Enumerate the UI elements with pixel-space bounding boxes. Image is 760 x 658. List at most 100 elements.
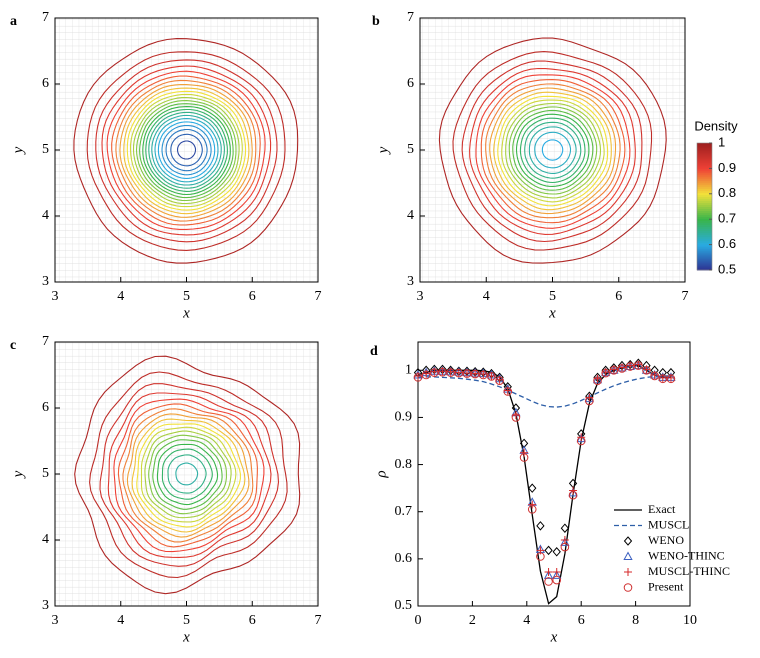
contour-line <box>74 355 301 595</box>
marker <box>511 413 521 422</box>
y-tick-label: 3 <box>407 274 414 289</box>
colorbar-cell <box>697 228 712 231</box>
contour-line <box>148 111 225 189</box>
colorbar-cell <box>697 254 712 257</box>
x-tick-label: 5 <box>183 289 190 304</box>
y-tick-label: 0.7 <box>395 504 413 519</box>
colorbar-cell <box>697 174 712 178</box>
marker <box>527 505 537 514</box>
contour-line <box>161 448 213 500</box>
contour-line <box>152 439 223 510</box>
y-tick-label: 7 <box>407 10 414 25</box>
colorbar-cell <box>697 158 712 162</box>
marker <box>658 374 668 384</box>
colorbar-cell <box>697 172 712 176</box>
x-tick-label: 5 <box>183 613 190 628</box>
marker <box>544 577 553 586</box>
marker <box>454 368 463 377</box>
colorbar-cell <box>697 176 712 180</box>
contour-line <box>489 87 617 215</box>
x-tick-label: 4 <box>117 289 124 304</box>
marker <box>642 365 651 375</box>
contour-line <box>113 398 265 553</box>
marker <box>552 568 561 577</box>
contour-line <box>485 83 621 219</box>
contour-line <box>519 117 586 184</box>
contour-line <box>524 121 582 179</box>
colorbar-cell <box>697 260 712 263</box>
x-tick-label: 6 <box>249 289 256 304</box>
y-tick-label: 7 <box>42 334 49 349</box>
marker <box>503 387 513 396</box>
marker <box>552 575 562 585</box>
colorbar-cell <box>697 190 712 194</box>
x-tick-label: 4 <box>523 613 530 628</box>
colorbar-cell <box>697 178 712 182</box>
contour-line <box>175 462 199 486</box>
contour-line <box>136 423 241 528</box>
colorbar-cell <box>697 234 712 237</box>
legend-swatch <box>623 551 633 560</box>
y-axis-label: y <box>10 146 26 155</box>
x-tick-label: 6 <box>615 289 622 304</box>
panel-label: c <box>10 338 16 353</box>
contour-line <box>145 108 228 192</box>
colorbar-cell <box>697 160 712 164</box>
marker <box>552 570 562 579</box>
y-tick-label: 6 <box>42 76 49 91</box>
marker <box>495 376 504 385</box>
colorbar-cell <box>697 264 712 267</box>
legend-label: MUSCL-THINC <box>648 564 730 578</box>
colorbar-cell <box>697 156 712 160</box>
panel-label: b <box>372 14 380 29</box>
colorbar-cell <box>697 168 712 172</box>
colorbar-cell <box>697 164 712 168</box>
x-axis-label: x <box>182 305 190 321</box>
colorbar-cell <box>697 212 712 215</box>
colorbar-cell <box>697 230 712 233</box>
legend-swatch <box>623 583 633 592</box>
contour-line <box>493 91 612 211</box>
mesh <box>55 342 318 606</box>
mesh <box>420 18 685 282</box>
legend-swatch <box>624 568 632 576</box>
y-tick-label: 4 <box>407 208 414 223</box>
x-tick-label: 3 <box>52 289 59 304</box>
marker <box>462 369 471 378</box>
colorbar-cell <box>697 246 712 249</box>
contour-line <box>140 426 237 523</box>
marker <box>487 371 496 380</box>
y-tick-label: 0.5 <box>395 598 413 613</box>
x-tick-label: 5 <box>549 289 556 304</box>
colorbar-cell <box>697 146 712 150</box>
y-axis-label: ρ <box>373 470 389 478</box>
marker <box>543 570 554 579</box>
contour-line <box>505 102 602 199</box>
colorbar-cell <box>697 162 712 166</box>
marker <box>650 371 659 381</box>
colorbar-cell <box>697 170 712 174</box>
contour-line <box>86 51 286 251</box>
contour-line <box>501 99 605 203</box>
colorbar-cell <box>697 238 712 241</box>
colorbar-cell <box>697 240 712 243</box>
contour-line <box>122 408 254 543</box>
axes-frame <box>417 341 691 607</box>
colorbar-cell <box>697 194 712 198</box>
x-tick-label: 10 <box>683 613 697 628</box>
colorbar-cell <box>697 218 712 221</box>
y-tick-label: 3 <box>42 274 49 289</box>
colorbar-frame <box>696 142 713 271</box>
contour-line <box>541 139 564 161</box>
contour-line <box>126 90 247 211</box>
panel-label: a <box>10 14 17 29</box>
colorbar-cell <box>697 242 712 245</box>
colorbar-cell <box>697 232 712 235</box>
marker <box>560 537 570 546</box>
marker <box>617 364 627 373</box>
contour-line <box>438 37 667 264</box>
colorbar-cell <box>697 224 712 227</box>
series-line <box>417 375 671 408</box>
series-line <box>417 364 671 605</box>
contour-line <box>154 118 219 183</box>
